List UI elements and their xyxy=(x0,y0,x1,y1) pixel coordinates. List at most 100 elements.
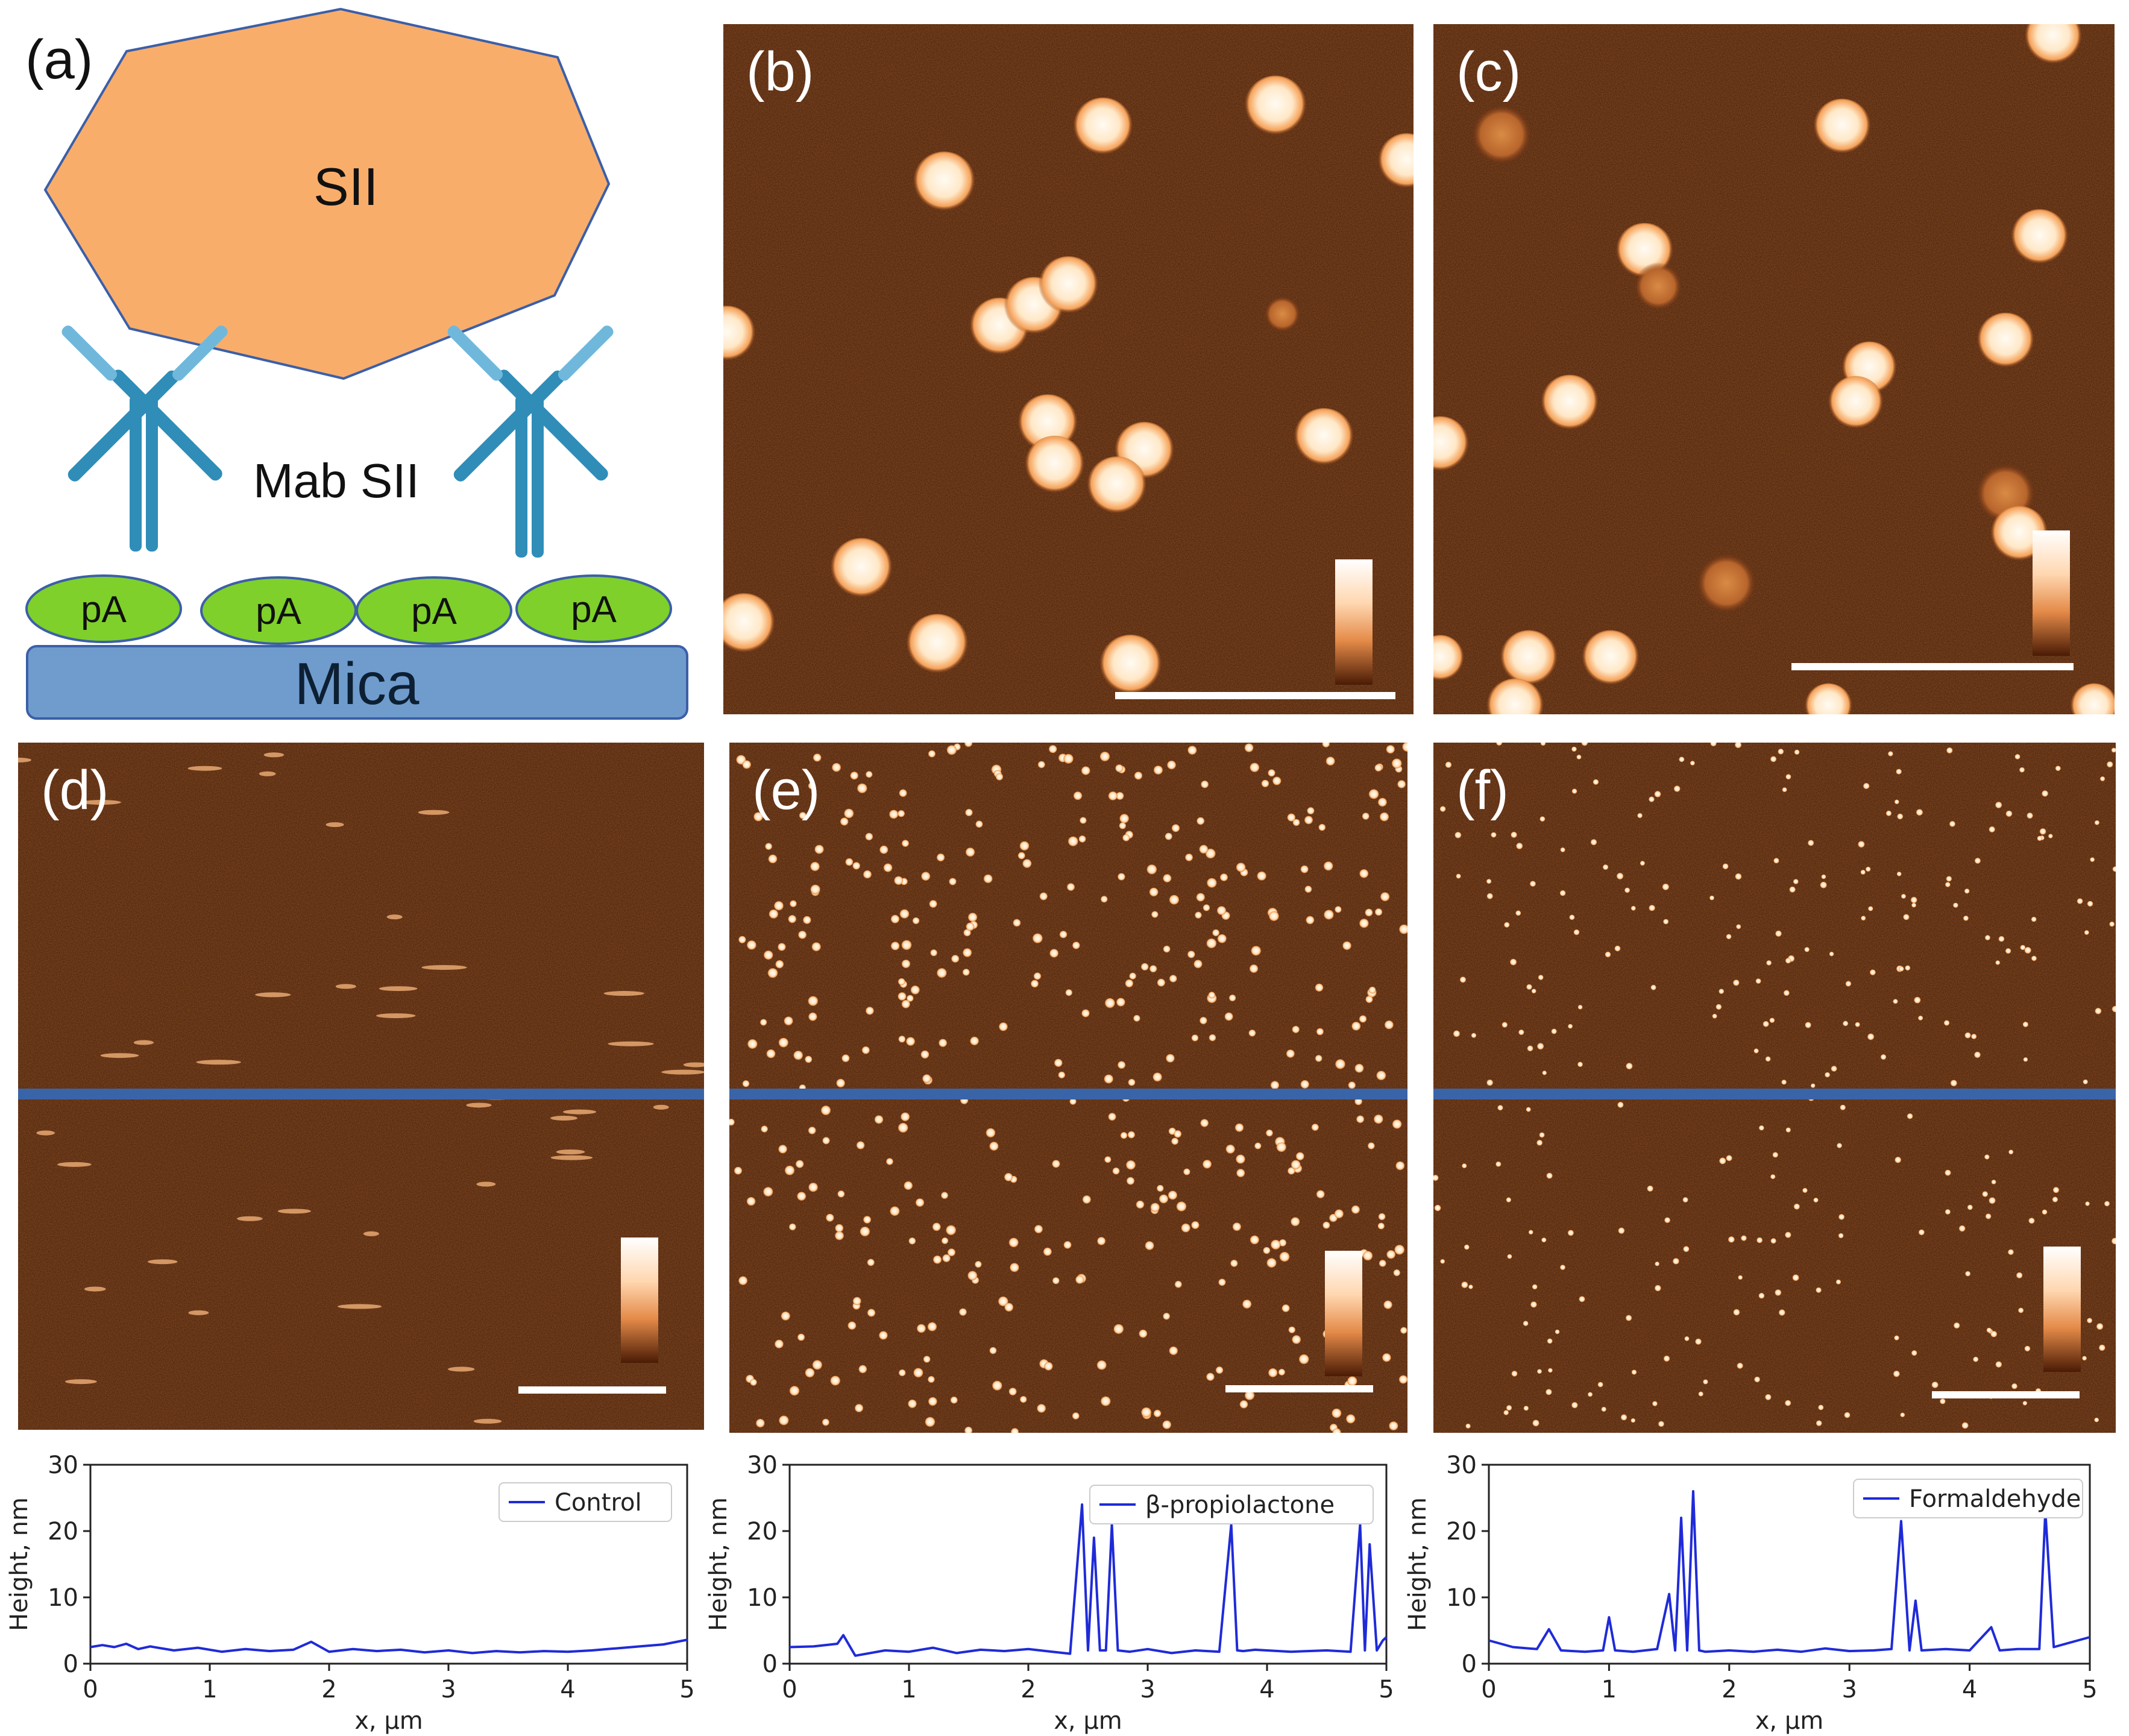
surface-streak xyxy=(550,1115,577,1121)
virus-particle xyxy=(1726,934,1732,940)
virus-particle xyxy=(1104,1156,1112,1164)
virus-particle xyxy=(1702,1379,1708,1385)
virus-particle xyxy=(1383,1300,1393,1310)
virus-particle xyxy=(1281,1304,1291,1313)
virus-particle xyxy=(1587,1392,1593,1397)
virus-particle xyxy=(742,1080,750,1088)
virus-particle xyxy=(1569,914,1575,920)
virus-particle xyxy=(1530,1301,1538,1309)
virus-particle xyxy=(1166,760,1177,770)
legend-label: Control xyxy=(555,1489,642,1517)
virus-particle xyxy=(856,1141,865,1150)
virus-particle xyxy=(879,845,888,855)
virus-particle xyxy=(784,1016,794,1027)
virus-particle xyxy=(1789,886,1796,893)
virus-particle xyxy=(1069,1098,1077,1105)
virus-particle xyxy=(1952,902,1958,908)
virus-particle xyxy=(1860,916,1866,921)
virus-particle xyxy=(1063,1241,1072,1250)
virus-particle xyxy=(1945,882,1951,888)
virus-particle xyxy=(1065,989,1073,997)
surface-streak xyxy=(556,1149,585,1154)
virus-particle xyxy=(1048,745,1057,754)
virus-particle xyxy=(1374,764,1383,773)
virus-particle xyxy=(857,783,868,794)
profile-chart-e: 0 1 2 3 4 5 0 10 20 30 x, µm Height, nm β-propiolact… xyxy=(705,1451,1394,1735)
surface-streak xyxy=(653,1104,669,1110)
virus-particle xyxy=(1649,905,1656,912)
virus-particle xyxy=(975,820,983,829)
virus-particle xyxy=(1547,1368,1553,1373)
virus-particle xyxy=(1165,1054,1175,1064)
virus-particle xyxy=(945,1225,957,1236)
virus-particle xyxy=(1351,1205,1360,1215)
virus-particle xyxy=(1984,935,1991,941)
virus-particle xyxy=(1063,753,1074,765)
virus-particle xyxy=(1618,1227,1625,1234)
virus-particle xyxy=(753,812,764,822)
virus-particle xyxy=(1539,816,1546,822)
virus-particle xyxy=(1551,1028,1558,1035)
virus-particle xyxy=(908,1237,916,1245)
virus-particle xyxy=(1949,821,1956,828)
virus-particle xyxy=(1235,1154,1246,1165)
virus-particle xyxy=(2022,1401,2028,1406)
virus-particle xyxy=(1601,1406,1607,1412)
virus-particle xyxy=(1737,1362,1744,1370)
virus-particle xyxy=(1456,873,1461,879)
virus-particle xyxy=(890,914,900,925)
virus-particle xyxy=(1300,865,1309,874)
virus-particle xyxy=(1905,965,1911,971)
virus-particle xyxy=(2111,1238,2116,1245)
virus-particle xyxy=(1709,895,1715,901)
virus-particle xyxy=(1184,854,1193,862)
virus-particle xyxy=(1291,1335,1301,1345)
virus-particle xyxy=(1573,929,1580,936)
virus-particle xyxy=(1382,1353,1392,1363)
virus-particle xyxy=(1104,998,1116,1009)
virus-particle xyxy=(1140,963,1149,972)
virus-particle xyxy=(1863,782,1870,790)
virus-particle xyxy=(950,1396,958,1404)
virus-particle xyxy=(915,1198,925,1208)
virus-particle xyxy=(2010,209,2069,267)
virus-particle xyxy=(1532,1284,1538,1290)
virus-particle xyxy=(1616,873,1624,880)
virus-particle xyxy=(1153,1072,1163,1083)
virus-particle xyxy=(1125,979,1134,989)
virus-particle xyxy=(1342,941,1352,951)
virus-particle xyxy=(2031,955,2037,962)
virus-particle xyxy=(1191,1034,1199,1042)
x-tick-label: 4 xyxy=(1962,1676,1977,1703)
scale-bar xyxy=(1932,1391,2080,1398)
y-axis-label: Height, nm xyxy=(1404,1497,1432,1631)
protein-a-label: pA xyxy=(571,589,617,631)
virus-particle xyxy=(1228,994,1236,1002)
virus-particle xyxy=(1388,1421,1399,1432)
virus-particle xyxy=(1602,864,1609,870)
virus-particle xyxy=(920,1050,929,1060)
virus-particle xyxy=(2090,857,2095,863)
virus-particle xyxy=(822,1418,830,1427)
virus-particle xyxy=(1287,813,1296,823)
surface-streak xyxy=(259,771,276,776)
virus-particle xyxy=(1982,1191,1989,1198)
virus-particle xyxy=(1202,1160,1212,1169)
virus-particle xyxy=(1540,743,1546,746)
virus-particle xyxy=(1295,1152,1305,1162)
virus-particle xyxy=(1038,256,1099,317)
virus-particle xyxy=(1605,951,1611,958)
virus-particle xyxy=(948,878,957,886)
virus-particle xyxy=(1865,866,1871,872)
virus-particle xyxy=(1571,746,1577,752)
virus-particle xyxy=(1394,1245,1405,1256)
virus-particle xyxy=(998,1022,1008,1032)
virus-particle xyxy=(1515,843,1523,850)
virus-particle xyxy=(1491,832,1497,838)
virus-particle xyxy=(1571,788,1577,794)
virus-particle xyxy=(1778,1309,1785,1316)
virus-particle xyxy=(1567,1230,1574,1237)
x-tick-label: 4 xyxy=(560,1676,575,1703)
virus-particle xyxy=(1896,872,1902,877)
virus-particle xyxy=(1380,892,1390,902)
